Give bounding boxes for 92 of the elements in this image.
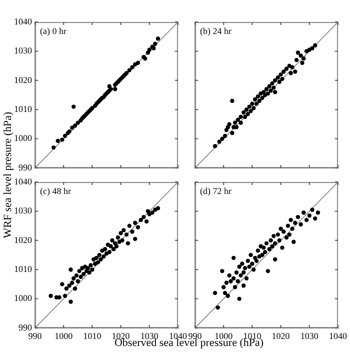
point [127,68,132,72]
point [247,104,252,109]
point [238,120,243,125]
point [244,108,249,112]
point [284,66,289,71]
point [250,102,254,106]
point [112,87,118,92]
x-tick-label: 990 [188,330,202,341]
y-tick-label: 1040 [14,16,32,26]
point [272,78,278,82]
annotation: (b) 24 hr [200,26,232,36]
point [280,76,284,82]
point [252,106,256,110]
point [236,118,240,122]
point [62,134,68,138]
point [276,75,280,80]
point [230,98,234,103]
point [136,60,140,65]
point [76,120,80,125]
x-tick-label: 1040 [169,330,188,341]
point [70,126,74,130]
point [257,98,262,103]
point [300,60,304,65]
point [51,145,56,150]
x-tick-label: 1000 [214,330,234,341]
point [230,130,234,136]
point [266,91,270,96]
x-tick-label: 1030 [140,330,159,341]
point [147,48,152,52]
x-tick-label: 1020 [272,330,290,341]
point [282,70,286,74]
point [242,114,248,119]
y-tick-label: 1020 [14,234,32,245]
x-tick-label: 1010 [83,330,102,341]
point [304,49,309,54]
point [270,81,274,86]
y-tick-label: 1030 [14,46,32,56]
point [222,134,228,138]
y-tick-label: 1000 [14,293,32,304]
point [267,84,272,88]
annotation: (a) 0 hr [40,26,66,36]
y-axis-title: WRF sea level presure (hPa) [2,112,14,238]
y-tick-label: 1000 [14,133,32,144]
point [107,84,112,88]
point [56,138,60,143]
x-tick-label: 1030 [300,330,319,341]
annotation: (c) 48 hr [40,186,71,196]
y-tick-label: 1030 [14,206,32,216]
point [288,71,293,76]
point [220,136,224,141]
y-tick-label: 1020 [14,74,32,85]
point [256,94,260,99]
y-tick-label: 1040 [14,176,32,186]
y-tick-label: 1010 [14,264,32,274]
point [153,42,158,46]
point [248,108,253,114]
point [60,138,64,142]
point [313,43,318,48]
point [227,122,232,126]
point [298,53,303,58]
point [130,65,134,70]
point [242,110,246,115]
point [72,104,76,109]
point [254,102,259,106]
y-tick-label: 990 [18,162,32,172]
point [272,86,276,90]
point [294,58,299,62]
x-tick-label: 990 [28,330,42,341]
x-tick-label: 1040 [329,330,348,341]
annotation: (d) 72 hr [200,186,232,196]
point [310,46,314,50]
point [290,65,294,70]
point [217,140,222,144]
point [156,36,160,41]
point [232,120,238,125]
point [293,70,298,74]
point [212,144,218,148]
point [277,80,282,84]
point [296,50,300,55]
point [238,114,243,119]
point [246,112,250,116]
y-tick-label: 1010 [14,104,32,114]
point [302,56,306,61]
point [252,97,258,102]
point [264,87,269,92]
point [268,88,273,93]
point [260,96,264,100]
point [72,124,78,128]
point [272,90,278,94]
y-tick-label: 990 [18,322,32,332]
point [278,72,283,77]
x-tick-label: 1000 [54,330,74,341]
